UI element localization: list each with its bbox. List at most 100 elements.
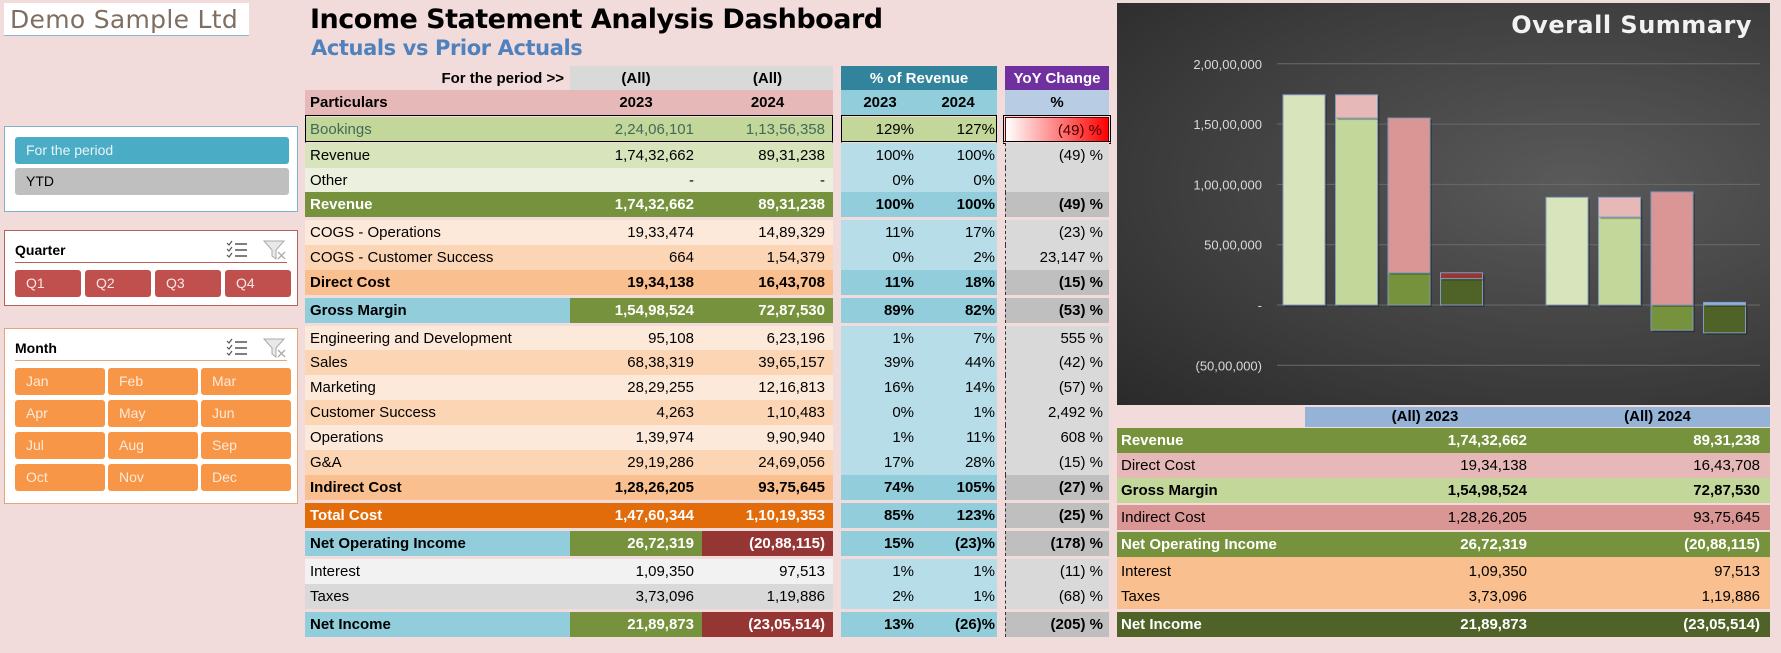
row-yoy: (42) % bbox=[1005, 350, 1109, 375]
quarter-q1[interactable]: Q1 bbox=[15, 270, 81, 297]
row-yoy: 23,147 % bbox=[1005, 245, 1109, 270]
row-value-2023: 68,38,319 bbox=[570, 350, 702, 375]
summary-header-2023: (All) 2023 bbox=[1391, 408, 1459, 425]
row-label: Direct Cost bbox=[305, 270, 570, 295]
quarter-q3[interactable]: Q3 bbox=[155, 270, 221, 297]
summary-row-label: Net Operating Income bbox=[1117, 532, 1770, 557]
bar-segment-interest-taxes bbox=[1703, 301, 1746, 306]
row-pct-2023: 1% bbox=[841, 425, 919, 450]
row-pct-2024: 105% bbox=[919, 475, 997, 500]
row-value-2023: 28,29,255 bbox=[570, 375, 702, 400]
clear-filter-icon[interactable] bbox=[262, 239, 287, 261]
summary-row-value-2023: 1,09,350 bbox=[1468, 563, 1527, 580]
period-label: For the period >> bbox=[441, 70, 564, 87]
row-pct-2023: 15% bbox=[841, 531, 919, 556]
period-2024-value: (All) bbox=[702, 66, 833, 91]
row-value-2024: 89,31,238 bbox=[702, 143, 833, 168]
row-value-2023: 19,33,474 bbox=[570, 220, 702, 245]
month-dec[interactable]: Dec bbox=[201, 464, 291, 491]
month-jun[interactable]: Jun bbox=[201, 400, 291, 427]
summary-row-value-2023: 1,74,32,662 bbox=[1447, 432, 1527, 449]
pct-revenue-header: % of Revenue bbox=[841, 66, 997, 91]
summary-row-value-2024: 93,75,645 bbox=[1693, 509, 1760, 526]
row-value-2023: 4,263 bbox=[570, 400, 702, 425]
month-nov[interactable]: Nov bbox=[108, 464, 198, 491]
row-label: Bookings bbox=[305, 117, 570, 142]
page-subtitle: Actuals vs Prior Actuals bbox=[311, 36, 583, 60]
row-value-2023: 21,89,873 bbox=[570, 612, 702, 637]
quarter-q4[interactable]: Q4 bbox=[225, 270, 291, 297]
row-pct-2023: 100% bbox=[841, 192, 919, 217]
row-label: Customer Success bbox=[305, 400, 570, 425]
row-pct-2024: 1% bbox=[919, 584, 997, 609]
bar-segment-net-income bbox=[1703, 304, 1746, 334]
month-mar[interactable]: Mar bbox=[201, 368, 291, 395]
month-may[interactable]: May bbox=[108, 400, 198, 427]
summary-row-value-2024: 1,19,886 bbox=[1701, 588, 1760, 605]
row-pct-2023: 2% bbox=[841, 584, 919, 609]
row-yoy: (53) % bbox=[1005, 298, 1109, 323]
multi-select-icon[interactable] bbox=[225, 239, 249, 261]
month-jul[interactable]: Jul bbox=[15, 432, 105, 459]
row-pct-2024: 28% bbox=[919, 450, 997, 475]
row-label: G&A bbox=[305, 450, 570, 475]
month-sep[interactable]: Sep bbox=[201, 432, 291, 459]
row-value-2023: 1,54,98,524 bbox=[570, 298, 702, 323]
row-yoy: (15) % bbox=[1005, 270, 1109, 295]
month-aug[interactable]: Aug bbox=[108, 432, 198, 459]
y-tick-label: (50,00,000) bbox=[1196, 358, 1263, 373]
bar-segment-interest-taxes bbox=[1440, 272, 1483, 280]
row-value-2024: 93,75,645 bbox=[702, 475, 833, 500]
chart-title: Overall Summary bbox=[1511, 11, 1752, 39]
row-value-2024: 72,87,530 bbox=[702, 298, 833, 323]
row-label: Revenue bbox=[305, 192, 570, 217]
row-value-2023: 95,108 bbox=[570, 326, 702, 351]
multi-select-icon[interactable] bbox=[225, 337, 249, 359]
row-pct-2023: 1% bbox=[841, 559, 919, 584]
row-value-2024: 97,513 bbox=[702, 559, 833, 584]
month-oct[interactable]: Oct bbox=[15, 464, 105, 491]
row-yoy: (11) % bbox=[1005, 559, 1109, 584]
summary-row-value-2023: 1,28,26,205 bbox=[1447, 509, 1527, 526]
row-yoy: 608 % bbox=[1005, 425, 1109, 450]
row-pct-2023: 17% bbox=[841, 450, 919, 475]
bar-segment-net-operating-income bbox=[1387, 272, 1431, 306]
row-value-2023: 29,19,286 bbox=[570, 450, 702, 475]
month-jan[interactable]: Jan bbox=[15, 368, 105, 395]
summary-row-label: Revenue bbox=[1117, 428, 1770, 453]
row-pct-2023: 1% bbox=[841, 326, 919, 351]
summary-row-value-2024: 89,31,238 bbox=[1693, 432, 1760, 449]
row-value-2023: 2,24,06,101 bbox=[570, 117, 702, 142]
row-label: COGS - Operations bbox=[305, 220, 570, 245]
row-pct-2024: 1% bbox=[919, 400, 997, 425]
row-pct-2024: 0% bbox=[919, 168, 997, 193]
row-yoy: (178) % bbox=[1005, 531, 1109, 556]
row-label: Other bbox=[305, 168, 570, 193]
summary-row-label: Direct Cost bbox=[1117, 453, 1770, 478]
month-slicer: Month Jan Feb Mar Apr May Jun Jul Aug Sep Oct Nov D… bbox=[4, 328, 298, 504]
row-pct-2024: 123% bbox=[919, 503, 997, 528]
summary-row-value-2024: (20,88,115) bbox=[1684, 536, 1760, 553]
period-option-ytd[interactable]: YTD bbox=[15, 168, 289, 195]
row-pct-2023: 74% bbox=[841, 475, 919, 500]
row-yoy: (27) % bbox=[1005, 475, 1109, 500]
row-label: Operations bbox=[305, 425, 570, 450]
row-label: Interest bbox=[305, 559, 570, 584]
chart-plot: 2,00,00,000 1,50,00,000 1,00,00,000 50,00,0… bbox=[1193, 57, 1760, 373]
clear-filter-icon[interactable] bbox=[262, 337, 287, 359]
month-slicer-header: Month bbox=[15, 335, 287, 361]
row-pct-2023: 85% bbox=[841, 503, 919, 528]
month-apr[interactable]: Apr bbox=[15, 400, 105, 427]
row-value-2023: 26,72,319 bbox=[570, 531, 702, 556]
row-value-2024: 9,90,940 bbox=[702, 425, 833, 450]
row-yoy: (25) % bbox=[1005, 503, 1109, 528]
month-slicer-title: Month bbox=[15, 340, 57, 356]
month-feb[interactable]: Feb bbox=[108, 368, 198, 395]
quarter-q2[interactable]: Q2 bbox=[85, 270, 151, 297]
quarter-slicer-title: Quarter bbox=[15, 242, 66, 258]
row-pct-2023: 89% bbox=[841, 298, 919, 323]
summary-row-label: Net Income bbox=[1117, 612, 1770, 637]
yoy-subheader: % bbox=[1005, 90, 1109, 115]
summary-header-2024: (All) 2024 bbox=[1624, 408, 1691, 425]
period-option-for-the-period[interactable]: For the period bbox=[15, 137, 289, 164]
